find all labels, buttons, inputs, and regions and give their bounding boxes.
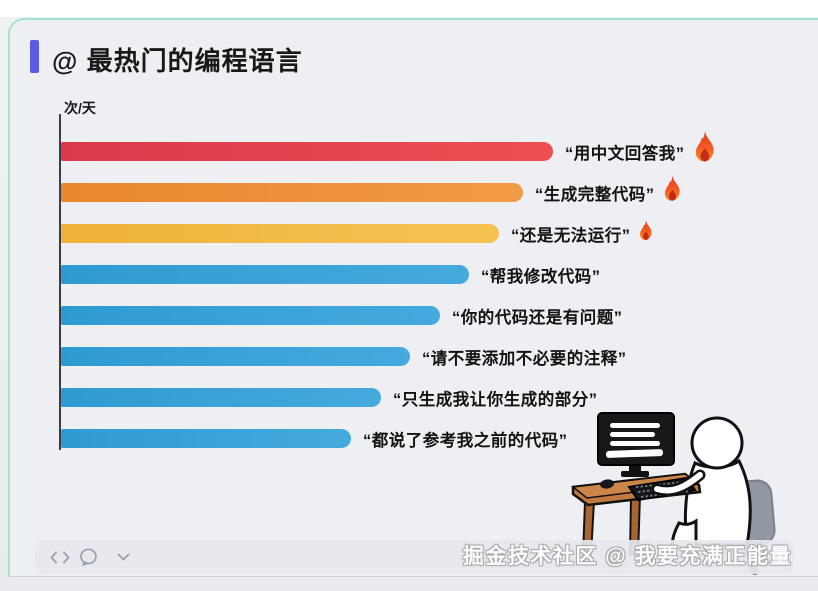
bar-label: “还是无法运行” — [511, 226, 631, 245]
bar — [61, 142, 553, 161]
bar-row: “你的代码还是有问题” — [61, 306, 623, 327]
bar-label: “你的代码还是有问题” — [452, 308, 623, 327]
monitor-icon — [597, 412, 675, 477]
bar — [61, 183, 523, 202]
chevron-down-icon[interactable] — [117, 553, 130, 561]
chart-card: @ 最热门的编程语言 次/天 “用中文回答我” “生成完整代码” “还是无法运行” “… — [8, 18, 818, 577]
bar-row: “生成完整代码” — [61, 175, 685, 204]
bar-label: “帮我修改代码” — [481, 267, 601, 286]
bar-row: “帮我修改代码” — [61, 265, 601, 286]
person-arm — [651, 469, 706, 496]
comment-icon[interactable] — [79, 547, 99, 567]
fire-icon — [695, 130, 714, 161]
bar-row: “都说了参考我之前的代码” — [61, 429, 568, 450]
watermark: 掘金技术社区 @ 我要充满正能量 — [462, 545, 792, 568]
bar-label: “请不要添加不必要的注释” — [422, 349, 627, 368]
bar — [61, 265, 469, 284]
bar-label: “生成完整代码” — [535, 185, 655, 204]
bottom-toolbar — [35, 540, 794, 574]
bar-label: “只生成我让你生成的部分” — [393, 390, 598, 409]
bar — [61, 224, 499, 243]
bar-row: “只生成我让你生成的部分” — [61, 388, 598, 409]
fire-icon — [639, 219, 652, 240]
bar-row: “请不要添加不必要的注释” — [61, 347, 627, 368]
fire-icon — [664, 175, 680, 201]
title-accent-bar — [30, 40, 39, 73]
code-icon[interactable] — [50, 551, 70, 564]
bar-label: “都说了参考我之前的代码” — [363, 431, 568, 450]
bar-row: “还是无法运行” — [61, 219, 656, 245]
bar-row: “用中文回答我” — [61, 130, 720, 163]
mouse-icon — [600, 479, 614, 489]
bar — [61, 347, 410, 366]
y-axis-line — [59, 114, 61, 450]
page-title: @ 最热门的编程语言 — [52, 46, 303, 76]
person — [683, 416, 752, 547]
bar-label: “用中文回答我” — [565, 144, 685, 163]
bar — [61, 388, 381, 407]
bar — [61, 306, 440, 325]
bar — [61, 429, 351, 448]
y-axis-label: 次/天 — [64, 100, 96, 116]
